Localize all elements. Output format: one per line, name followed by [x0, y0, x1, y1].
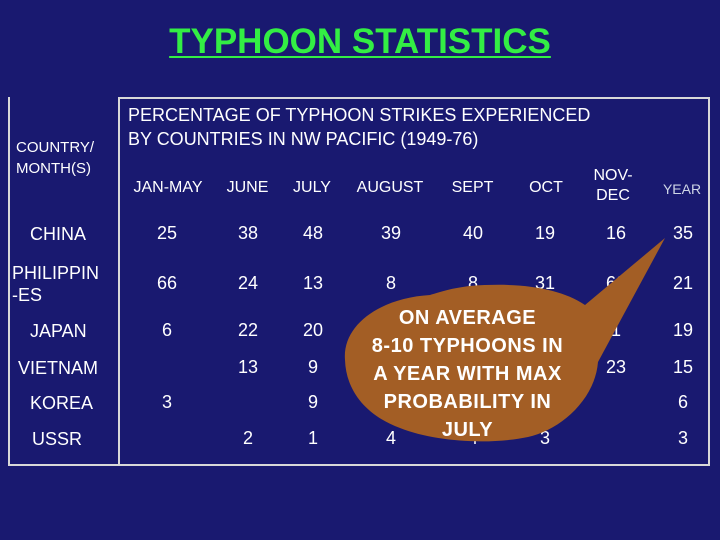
- table-cell: 13: [302, 273, 324, 293]
- column-header-oct: OCT: [529, 179, 563, 196]
- table-cell: 40: [462, 223, 484, 243]
- table-cell: 22: [237, 320, 259, 340]
- table-cell: 25: [156, 223, 178, 243]
- corner-label-line-1: COUNTRY/: [16, 139, 95, 156]
- table-cell: 35: [672, 223, 694, 243]
- table-cell: 31: [534, 273, 556, 293]
- table-cell: 9: [307, 357, 318, 377]
- country-label-vietnam: VIETNAM: [18, 358, 99, 378]
- table-cell: 13: [237, 357, 259, 377]
- table-cell: 9: [307, 392, 318, 412]
- table-cell: 3: [539, 428, 550, 448]
- table-caption: PERCENTAGE OF TYPHOON STRIKES EXPERIENCE…: [128, 103, 688, 151]
- table-cell: 16: [605, 223, 627, 243]
- table-cell: 3: [677, 428, 688, 448]
- column-header-august: AUGUST: [356, 179, 424, 196]
- caption-line-2: BY COUNTRIES IN NW PACIFIC (1949-76): [128, 129, 479, 149]
- table-cell: 15: [672, 357, 694, 377]
- table-cell: 1: [307, 428, 318, 448]
- column-header-july: JULY: [293, 179, 331, 196]
- column-header-jan-may: JAN-MAY: [133, 179, 203, 196]
- table-cell: 20: [302, 320, 324, 340]
- table-frame-top: [118, 97, 710, 99]
- table-cell: 6: [677, 392, 688, 412]
- caption-line-1: PERCENTAGE OF TYPHOON STRIKES EXPERIENCE…: [128, 105, 591, 125]
- table-cell: 23: [605, 357, 627, 377]
- column-header-sept: SEPT: [451, 179, 494, 196]
- corner-label-line-2: MONTH(S): [16, 160, 91, 177]
- table-cell: 39: [380, 223, 402, 243]
- table-frame-bottom: [8, 464, 710, 466]
- country-label-philippines: PHILIPPIN -ES: [12, 263, 100, 305]
- table-frame-right: [708, 97, 710, 466]
- table-cell: 8: [385, 273, 396, 293]
- callout-text: ON AVERAGE 8-10 TYPHOONS IN A YEAR WITH …: [371, 307, 564, 441]
- table-cell: 8: [467, 273, 478, 293]
- country-label-china: CHINA: [30, 224, 87, 244]
- column-header-nov-dec: NOV- DEC: [593, 167, 633, 204]
- table-cell: 38: [237, 223, 259, 243]
- country-label-japan: JAPAN: [30, 321, 87, 341]
- table-cell: 2: [242, 428, 253, 448]
- column-header-june: JUNE: [226, 179, 269, 196]
- table-cell: 4: [385, 428, 396, 448]
- table-cell: 48: [302, 223, 324, 243]
- table-cell: 24: [237, 273, 259, 293]
- country-label-korea: KOREA: [30, 393, 94, 413]
- table-frame-left: [8, 97, 10, 466]
- table-cell: 19: [672, 320, 694, 340]
- table-frame-inner: [118, 97, 120, 466]
- country-label-ussr: USSR: [32, 429, 83, 449]
- table-cell: 66: [156, 273, 178, 293]
- table-cell: 1: [610, 320, 621, 340]
- table-cell: 19: [534, 223, 556, 243]
- corner-label: COUNTRY/ MONTH(S): [16, 137, 94, 179]
- table-cell: 3: [161, 392, 172, 412]
- page-title: TYPHOON STATISTICS: [169, 22, 551, 61]
- table-cell: 6: [161, 320, 172, 340]
- callout-bubble-shape: [344, 238, 665, 442]
- table-cell: 21: [672, 273, 694, 293]
- column-header-year: YEAR: [662, 181, 702, 197]
